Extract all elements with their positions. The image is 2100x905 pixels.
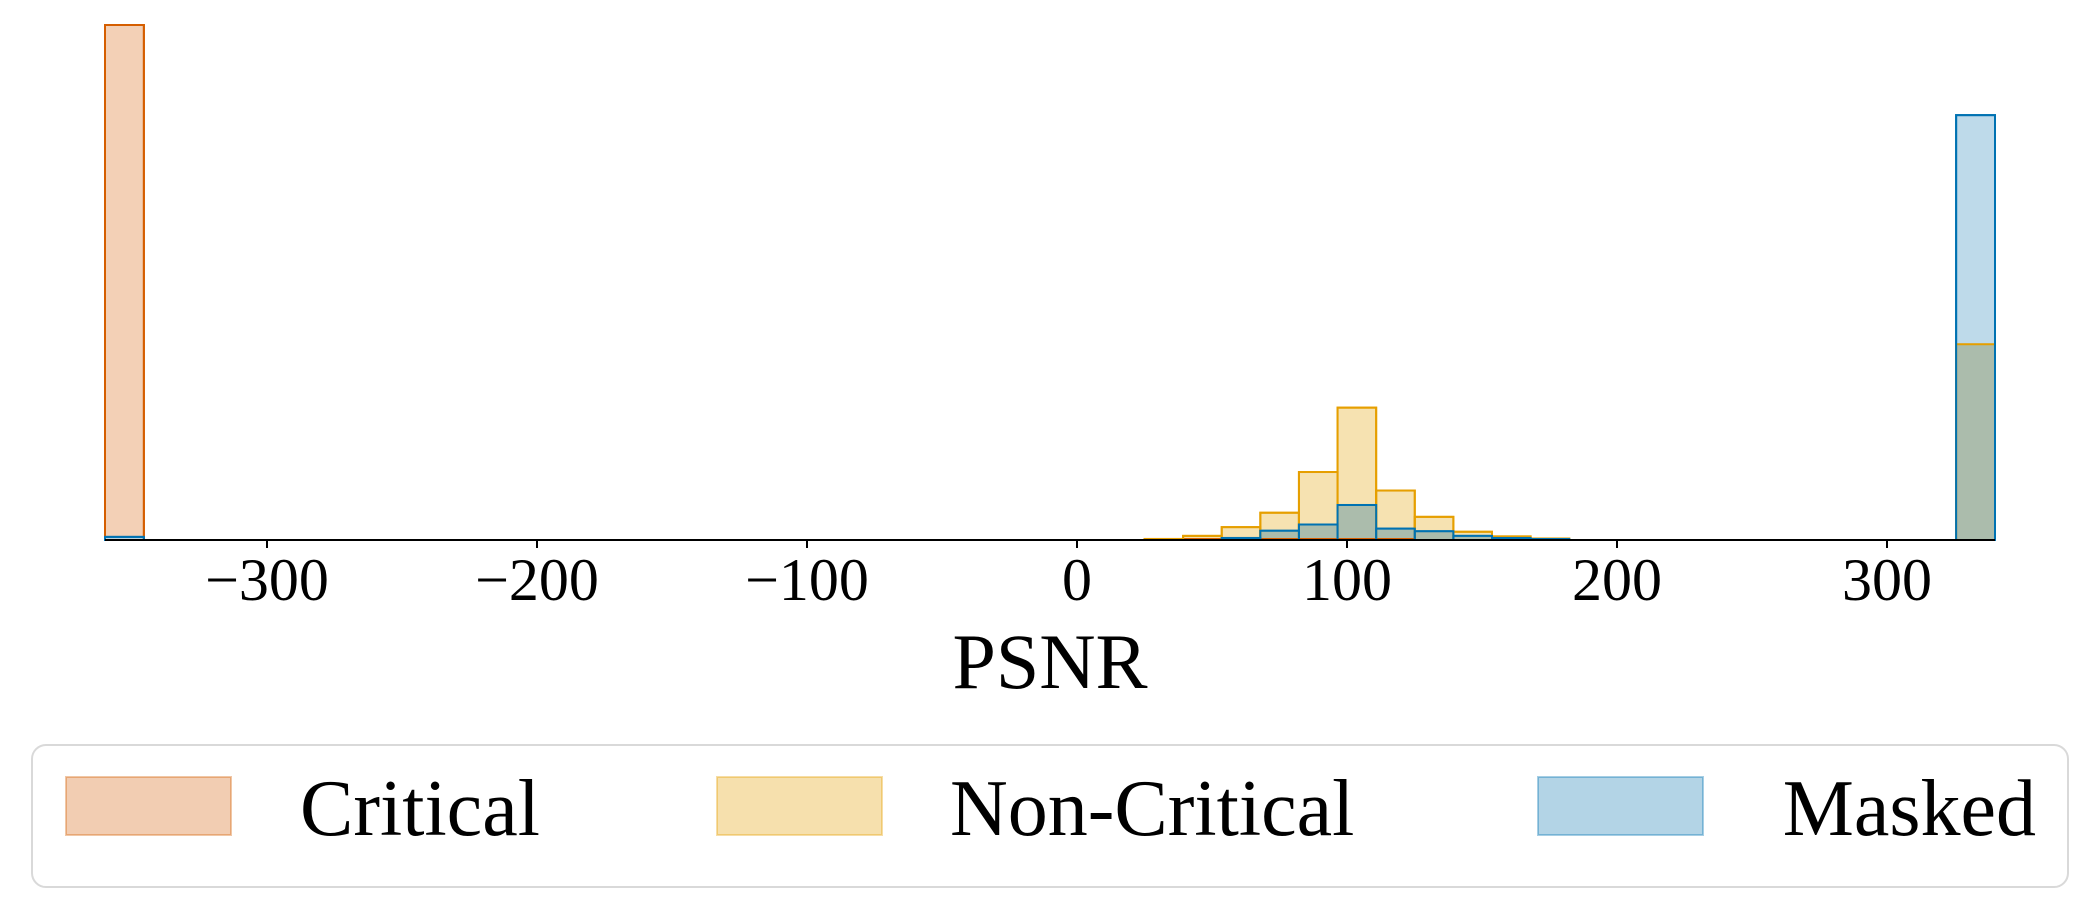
overlap-bar bbox=[1298, 524, 1338, 540]
legend-swatch bbox=[1537, 776, 1704, 836]
series-critical bbox=[104, 24, 1416, 541]
x-tick-label: 300 bbox=[1842, 547, 1932, 613]
x-axis-label: PSNR bbox=[952, 618, 1147, 705]
bar-outline bbox=[1336, 406, 1378, 540]
legend-label: Masked bbox=[1783, 765, 2036, 853]
overlap-bar bbox=[1376, 528, 1415, 540]
overlap-bar bbox=[1414, 531, 1454, 540]
x-tick-label: −300 bbox=[205, 547, 329, 613]
series-masked bbox=[104, 114, 1996, 542]
overlap-bar bbox=[1491, 537, 1531, 540]
x-tick-label: 100 bbox=[1302, 547, 1392, 613]
legend-swatch bbox=[716, 776, 883, 836]
bar-outline bbox=[104, 535, 145, 540]
x-tick-label: 0 bbox=[1062, 547, 1092, 613]
overlap-bar bbox=[1337, 504, 1377, 540]
x-tick-label: 200 bbox=[1572, 547, 1662, 613]
x-tick-label: −200 bbox=[475, 547, 599, 613]
bar-outline bbox=[104, 24, 145, 540]
x-tick-label: −100 bbox=[745, 547, 869, 613]
bar-outline bbox=[1955, 114, 1996, 540]
legend: Critical Non-Critical Masked bbox=[31, 744, 2069, 888]
histogram-bar bbox=[104, 24, 145, 541]
x-axis: −300 −200 −100 0 100 200 300 bbox=[105, 539, 1995, 613]
overlap-bar bbox=[1956, 344, 1995, 540]
overlap-layer bbox=[1221, 344, 1995, 540]
legend-label: Critical bbox=[300, 765, 540, 853]
legend-swatch bbox=[65, 776, 232, 836]
overlap-bar bbox=[1453, 535, 1492, 540]
overlap-bar bbox=[1260, 530, 1299, 540]
series-non-critical bbox=[1143, 343, 1996, 542]
bars-layer bbox=[104, 24, 1996, 542]
bar-outline bbox=[1336, 503, 1378, 540]
legend-label: Non-Critical bbox=[950, 765, 1354, 853]
